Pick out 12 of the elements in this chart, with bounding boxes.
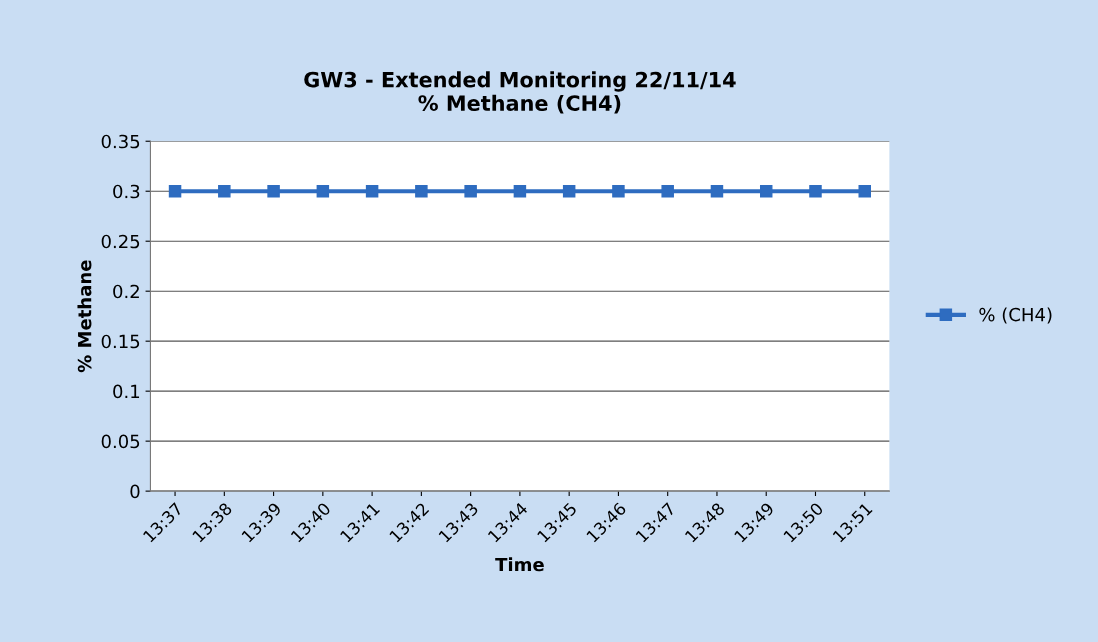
y-tick-label: 0.3 bbox=[113, 184, 140, 199]
y-axis-title: % Methane bbox=[77, 260, 92, 373]
chart-title: GW3 - Extended Monitoring 22/11/14 % Methane (CH4) bbox=[304, 71, 736, 114]
y-tick-label: 0.1 bbox=[113, 384, 140, 399]
y-tick-label: 0 bbox=[130, 484, 140, 499]
y-tick-label: 0.15 bbox=[101, 334, 140, 349]
y-tick-label: 0.25 bbox=[101, 234, 140, 249]
y-tick-label: 0.05 bbox=[101, 434, 140, 449]
x-axis-title: Time bbox=[495, 557, 544, 572]
legend-label: % (CH4) bbox=[979, 307, 1052, 324]
y-tick-label: 0.2 bbox=[113, 284, 139, 299]
y-tick-label: 0.35 bbox=[101, 134, 140, 149]
